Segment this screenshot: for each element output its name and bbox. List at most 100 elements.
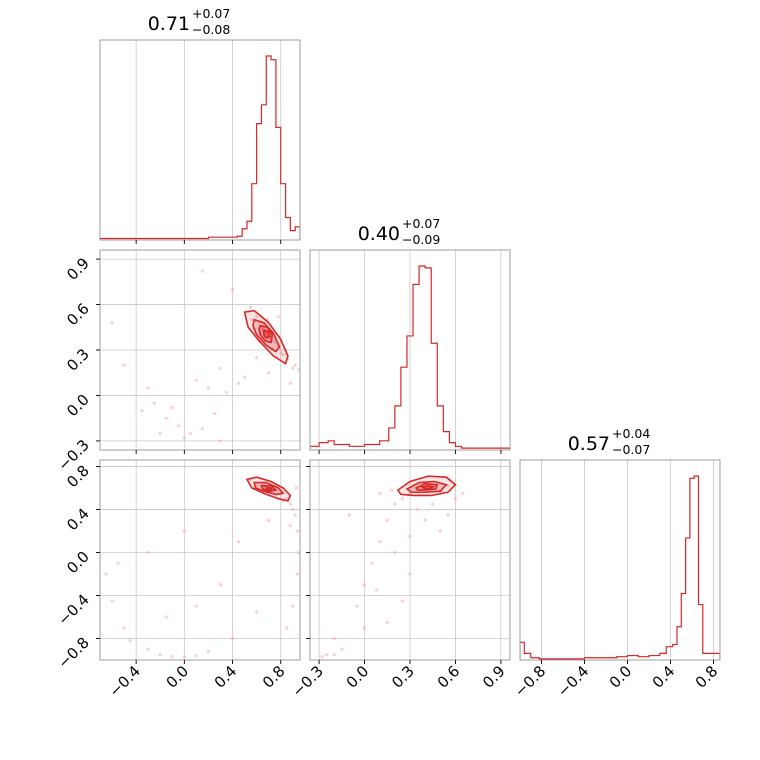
sample-point (332, 653, 336, 657)
contour-line-3 (263, 329, 271, 339)
sample-point (206, 649, 211, 653)
sample-point (393, 550, 397, 555)
title-lower-error: −0.08 (192, 22, 230, 37)
sample-point (242, 375, 247, 379)
x-tick-label: 0.3 (388, 662, 418, 692)
panel-1-1: 0.40 +0.07−0.09 (309, 216, 511, 454)
sample-point (255, 315, 259, 319)
x-tick-label: 0.8 (692, 662, 722, 692)
sample-point (293, 363, 297, 367)
sample-point (362, 626, 367, 630)
panel-title-param-1: 0.40 +0.07−0.09 (358, 216, 441, 247)
sample-point (170, 655, 174, 659)
sample-point (285, 497, 289, 501)
x-tick-label: 0.8 (259, 662, 289, 692)
sample-point (285, 626, 289, 630)
x-tick-label: −0.3 (288, 662, 326, 700)
y-tick-label: 0.9 (63, 254, 93, 284)
sample-point (295, 572, 300, 576)
sample-point (281, 352, 285, 357)
sample-point (104, 572, 108, 576)
sample-point (408, 572, 412, 576)
panel-frame (99, 39, 301, 241)
sample-point (236, 540, 241, 544)
panel-title-param-2: 0.57 +0.04−0.07 (568, 426, 651, 457)
contour-line-1 (252, 318, 281, 353)
x-tick-label: −0.4 (554, 662, 592, 700)
sample-point (288, 502, 292, 506)
histogram-param-2 (520, 475, 720, 660)
sample-point (194, 654, 198, 658)
sample-point (446, 513, 450, 517)
contour-line-3 (264, 487, 274, 491)
sample-point (267, 518, 271, 522)
histogram-param-0 (100, 55, 300, 240)
panel-title-param-0: 0.71 +0.07−0.08 (148, 6, 231, 37)
contour-line-3 (420, 484, 436, 490)
panel-frame (519, 459, 721, 661)
x-tick-label: 0.4 (649, 662, 679, 692)
sample-point (200, 427, 205, 431)
sample-point (182, 436, 186, 440)
contour-line-0 (396, 475, 457, 497)
title-median: 0.40 (358, 223, 400, 245)
title-lower-error: −0.09 (402, 232, 440, 247)
sample-point (423, 518, 427, 522)
sample-point (291, 604, 295, 608)
y-tick-label: −0.4 (54, 591, 92, 629)
title-upper-error: +0.04 (612, 426, 650, 441)
sample-point (200, 269, 205, 273)
contour-line-1 (253, 481, 285, 496)
sample-point (291, 366, 295, 370)
contour-line-1 (405, 480, 448, 494)
sample-point (164, 416, 168, 420)
sample-point (294, 486, 298, 490)
y-tick-label: 0.4 (63, 505, 93, 535)
sample-point (461, 491, 465, 495)
sample-point (400, 599, 405, 603)
y-tick-label: 0.6 (63, 300, 93, 330)
sample-point (182, 655, 186, 659)
y-tick-label: 0.0 (63, 391, 93, 421)
sample-point (250, 318, 254, 322)
sample-point (320, 655, 324, 659)
sample-point (385, 620, 389, 624)
sample-point (176, 424, 180, 428)
sample-point (116, 561, 120, 565)
sample-point (393, 502, 397, 506)
sample-point (276, 315, 280, 319)
sample-point (415, 507, 420, 512)
sample-point (206, 386, 211, 390)
sample-point (236, 381, 241, 385)
sample-point (140, 409, 144, 413)
sample-point (438, 529, 442, 533)
panel-frame (99, 459, 301, 661)
x-tick-label: 0.0 (606, 662, 636, 692)
sample-point (188, 431, 192, 435)
sample-point (271, 339, 276, 343)
sample-point (224, 390, 229, 395)
sample-point (267, 371, 271, 375)
sample-point (378, 491, 382, 495)
sample-point (293, 513, 297, 517)
sample-point (431, 502, 435, 506)
sample-point (255, 610, 259, 614)
sample-point (158, 431, 162, 435)
sample-point (340, 647, 344, 651)
contour-line-0 (243, 309, 289, 365)
contour-line-2 (414, 482, 439, 491)
sample-point (297, 550, 300, 555)
sample-point (146, 386, 150, 390)
sample-point (218, 366, 223, 370)
sample-point (146, 647, 150, 651)
sample-point (212, 412, 217, 416)
sample-point (164, 615, 168, 619)
sample-point (355, 604, 359, 608)
sample-point (170, 405, 174, 410)
y-tick-label: −0.8 (54, 634, 92, 672)
title-upper-error: +0.07 (192, 6, 230, 21)
x-tick-label: −0.8 (511, 662, 549, 700)
sample-point (230, 636, 235, 641)
panel-2-0: −0.4 0.0 0.4 0.8−0.8−0.40.00.40.8 (54, 459, 301, 701)
panel-1-0: −0.30.00.30.60.9 (54, 249, 301, 475)
